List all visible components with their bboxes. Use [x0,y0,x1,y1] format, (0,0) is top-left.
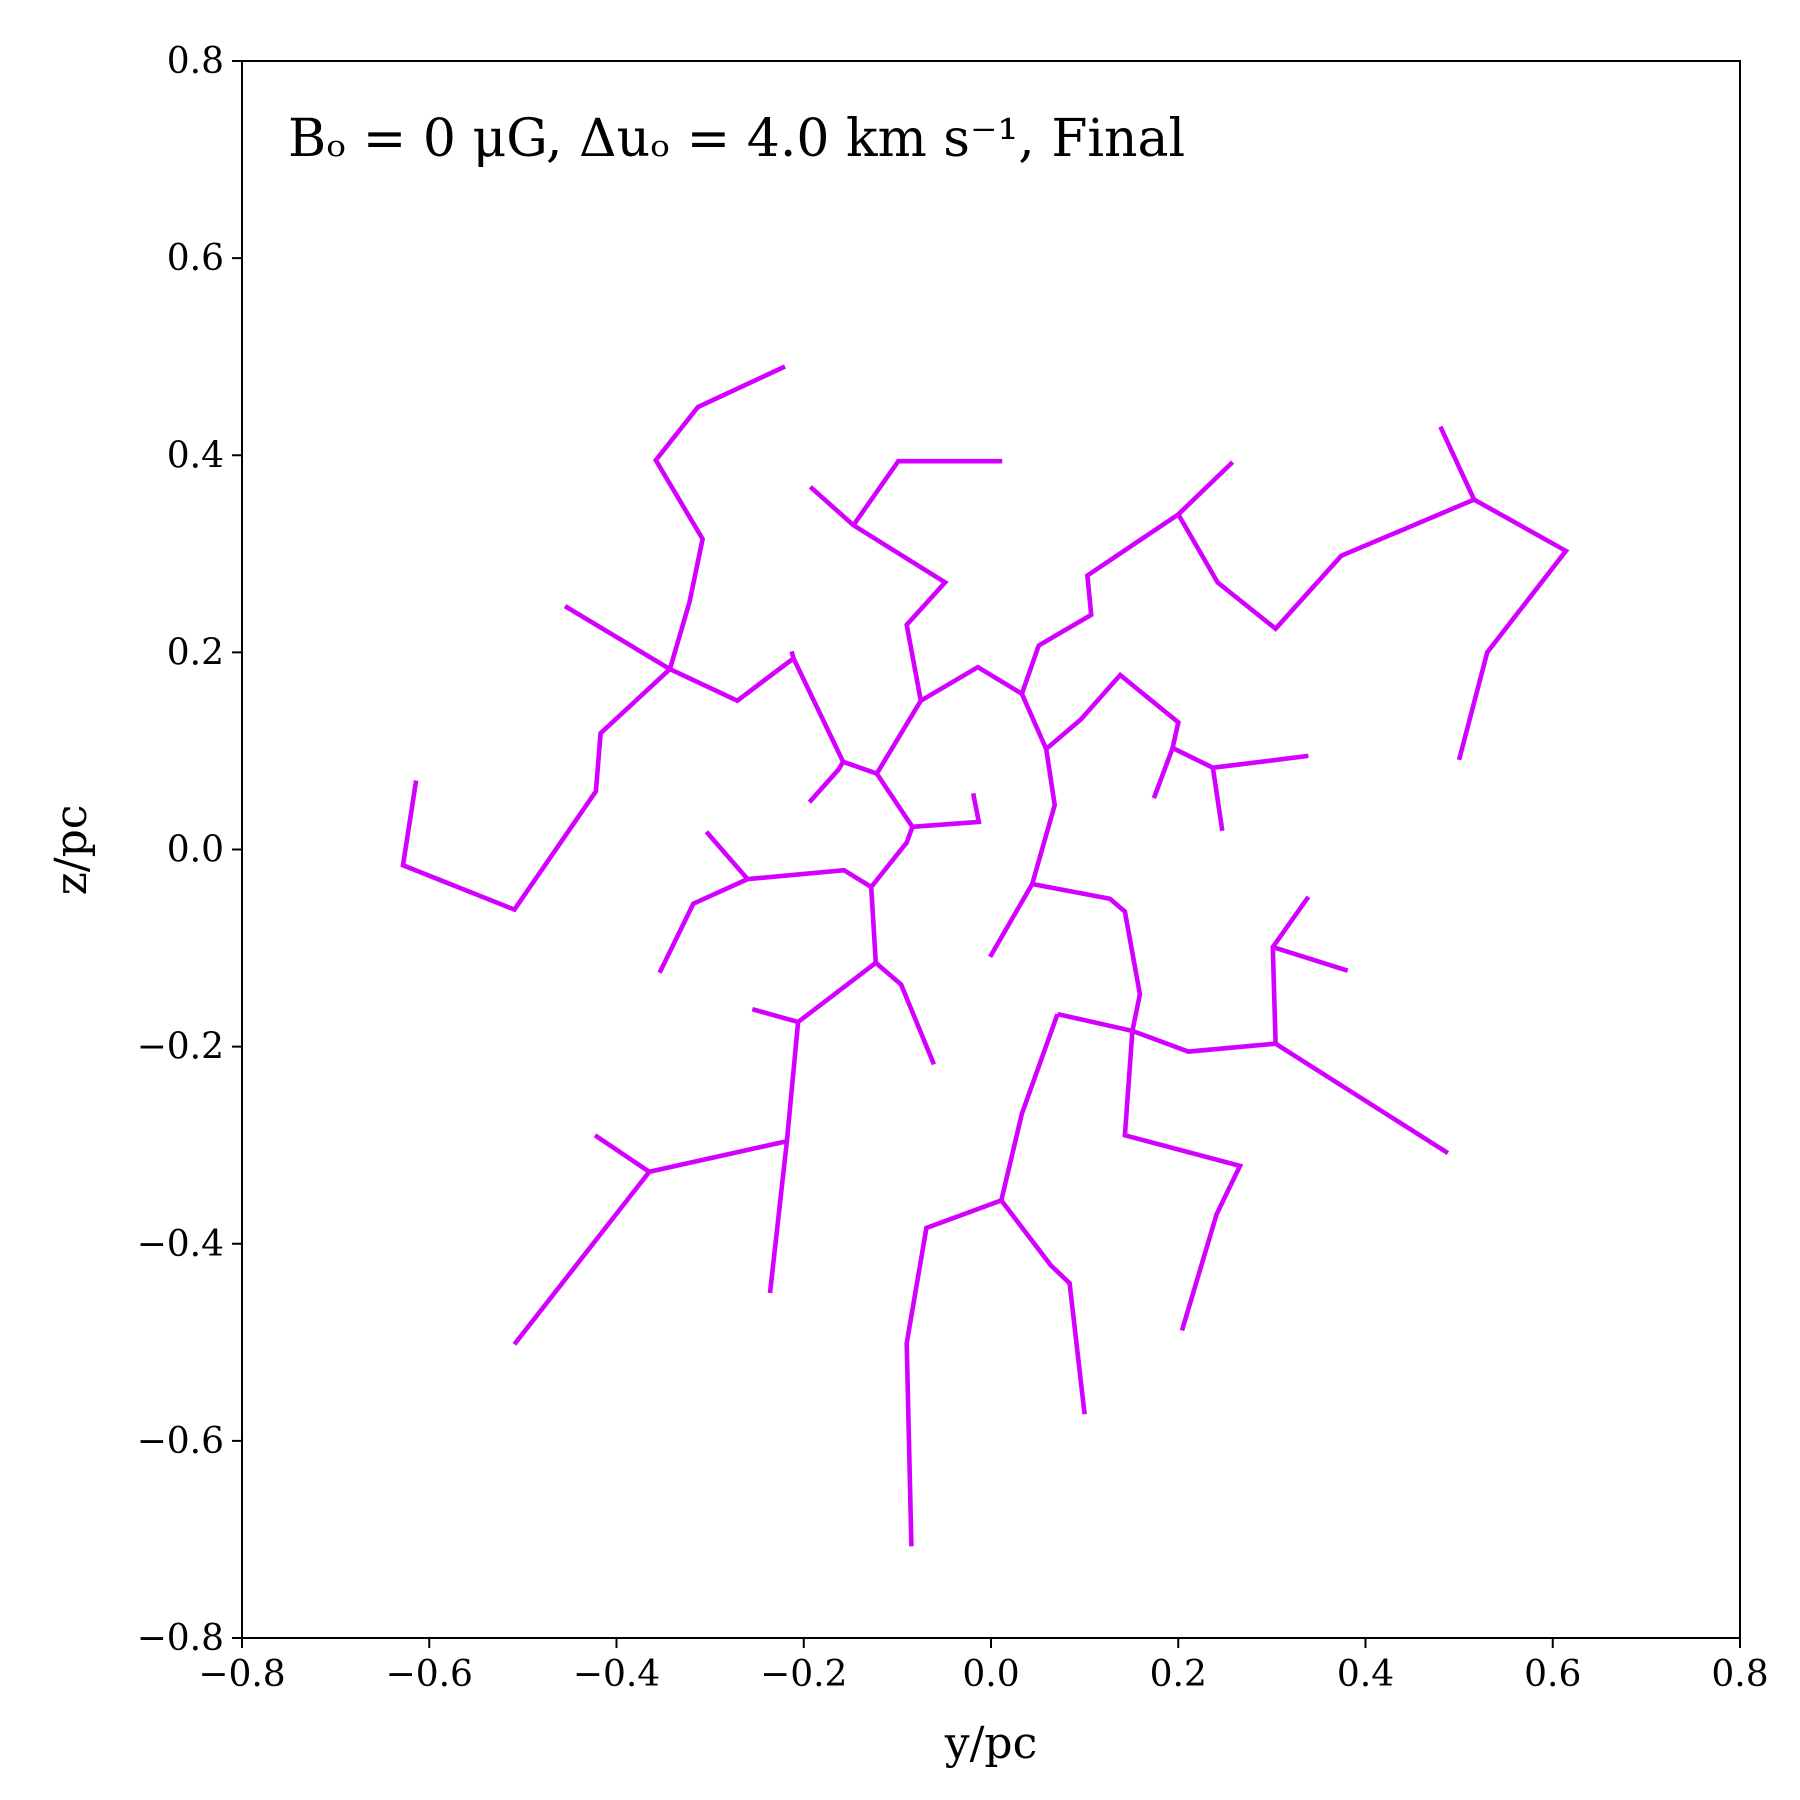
y-tick-label: −0.2 [137,1027,224,1068]
plot-frame [241,60,1741,1639]
chart-title: Bₒ = 0 μG, Δuₒ = 4.0 km s⁻¹, Final [288,109,1185,169]
x-tick-label: 0.2 [1150,1654,1207,1695]
branch-line [512,1170,652,1346]
y-tick-label: 0.6 [167,238,224,279]
branch-line [874,772,982,830]
y-tick-label: −0.8 [137,1618,224,1659]
y-tick-label: −0.6 [137,1421,224,1462]
branch-line [1056,895,1311,1054]
x-tick-label: −0.4 [573,1654,660,1695]
x-tick-label: 0.8 [1711,1654,1768,1695]
y-tick-label: 0.0 [167,830,224,871]
y-axis-label: z/pc [46,805,97,896]
branch-line [868,886,937,1066]
x-tick-label: −0.6 [386,1654,473,1695]
x-axis-label: y/pc [944,1718,1038,1769]
branch-line [999,1199,1087,1415]
x-tick-label: 0.0 [962,1654,1019,1695]
branch-line [919,460,1235,703]
x-tick-label: −0.8 [198,1654,285,1695]
y-tick-label: 0.8 [167,41,224,82]
branch-line [657,877,749,974]
branch-line [1210,767,1225,832]
y-tick-label: −0.4 [137,1224,224,1265]
x-tick-label: −0.2 [760,1654,847,1695]
branch-line [1272,944,1349,973]
branch-line [704,826,915,891]
branch-line [1176,425,1478,632]
branch-line [988,748,1058,959]
branch-line [1274,1041,1450,1156]
branch-line [563,604,797,704]
branch-line [791,657,846,804]
branch-line [1456,497,1570,761]
y-tick-label: 0.2 [167,632,224,673]
branch-line [851,458,1003,527]
x-tick-label: 0.6 [1524,1654,1581,1695]
y-tick-label: 0.4 [167,435,224,476]
x-tick-label: 0.4 [1337,1654,1394,1695]
branch-line [904,1013,1060,1547]
